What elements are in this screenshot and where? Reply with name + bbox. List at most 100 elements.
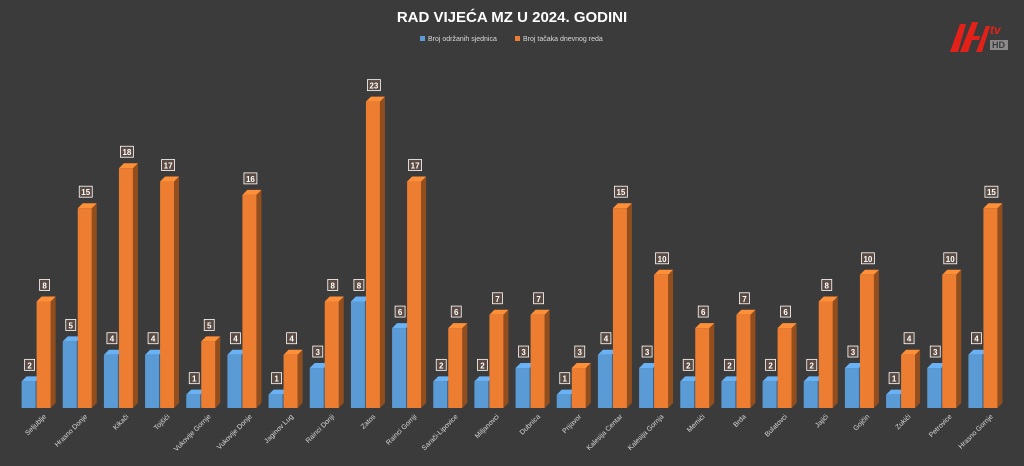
bar bbox=[654, 269, 674, 408]
svg-text:7: 7 bbox=[495, 295, 500, 304]
data-label: 10 bbox=[943, 252, 958, 265]
legend-swatch bbox=[420, 36, 425, 41]
bar bbox=[201, 336, 221, 408]
data-label: 10 bbox=[861, 252, 875, 265]
x-tick-label: Gojčin bbox=[852, 413, 871, 432]
svg-text:10: 10 bbox=[658, 255, 667, 264]
svg-text:3: 3 bbox=[645, 348, 650, 357]
x-tick-label: Dubnica bbox=[519, 413, 542, 436]
svg-text:15: 15 bbox=[987, 188, 996, 197]
svg-text:2: 2 bbox=[686, 361, 691, 370]
data-label: 4 bbox=[600, 332, 612, 345]
x-tick-label: Jajići bbox=[814, 413, 830, 429]
data-label: 3 bbox=[641, 345, 653, 358]
logo-hd-text: HD bbox=[992, 40, 1005, 50]
bar bbox=[489, 309, 509, 408]
svg-text:5: 5 bbox=[207, 321, 212, 330]
svg-text:16: 16 bbox=[246, 175, 255, 184]
bar bbox=[407, 176, 427, 408]
svg-text:4: 4 bbox=[151, 335, 156, 344]
bar bbox=[859, 269, 879, 408]
bar bbox=[242, 189, 262, 408]
svg-text:8: 8 bbox=[825, 281, 830, 290]
x-tick-label: Brda bbox=[732, 413, 747, 428]
data-label: 7 bbox=[739, 292, 750, 305]
svg-text:2: 2 bbox=[768, 361, 773, 370]
data-label: 3 bbox=[574, 345, 586, 358]
x-tick-label: Rainci Donji bbox=[305, 413, 337, 445]
bar bbox=[901, 349, 921, 408]
svg-text:4: 4 bbox=[907, 335, 912, 344]
x-tick-label: Hrasno Donje bbox=[54, 413, 89, 448]
svg-text:17: 17 bbox=[164, 162, 173, 171]
data-label: 2 bbox=[806, 358, 818, 371]
data-label: 6 bbox=[450, 305, 462, 318]
data-label: 2 bbox=[477, 358, 488, 371]
bar bbox=[160, 176, 180, 408]
svg-text:2: 2 bbox=[439, 361, 444, 370]
svg-text:3: 3 bbox=[851, 348, 856, 357]
svg-text:17: 17 bbox=[411, 162, 420, 171]
data-label: 6 bbox=[780, 305, 791, 318]
bar bbox=[530, 309, 550, 408]
data-label: 17 bbox=[161, 159, 175, 171]
data-label: 8 bbox=[821, 279, 833, 291]
svg-text:1: 1 bbox=[563, 375, 568, 384]
data-label: 8 bbox=[353, 279, 365, 291]
svg-text:3: 3 bbox=[933, 348, 938, 357]
x-tick-label: Vukovije Gornje bbox=[173, 413, 213, 453]
x-tick-label: Tojšići bbox=[153, 413, 172, 432]
bar bbox=[612, 203, 632, 408]
svg-text:6: 6 bbox=[454, 308, 459, 317]
data-label: 5 bbox=[65, 318, 77, 331]
data-label: 4 bbox=[230, 332, 241, 345]
data-label: 4 bbox=[147, 332, 159, 345]
svg-text:6: 6 bbox=[701, 308, 706, 317]
data-label: 23 bbox=[367, 79, 381, 92]
svg-text:8: 8 bbox=[42, 281, 47, 290]
svg-text:18: 18 bbox=[122, 148, 131, 157]
data-label: 4 bbox=[971, 332, 982, 345]
bar bbox=[818, 296, 838, 408]
svg-text:3: 3 bbox=[316, 348, 321, 357]
bar bbox=[777, 323, 797, 408]
bar bbox=[448, 323, 468, 408]
svg-text:23: 23 bbox=[369, 82, 378, 91]
x-tick-label: Jaginov Lug bbox=[263, 413, 295, 445]
x-tick-label: Hrasno Gornje bbox=[958, 413, 995, 450]
data-label: 1 bbox=[888, 372, 900, 385]
x-tick-label: Petrovice bbox=[928, 413, 954, 439]
bar bbox=[324, 296, 344, 408]
svg-text:8: 8 bbox=[357, 281, 362, 290]
svg-text:7: 7 bbox=[742, 295, 747, 304]
data-label: 2 bbox=[682, 358, 694, 371]
data-label: 1 bbox=[559, 372, 571, 385]
legend-label: Broj tačaka dnevnog reda bbox=[523, 36, 603, 43]
svg-text:3: 3 bbox=[578, 348, 583, 357]
svg-text:15: 15 bbox=[81, 188, 90, 197]
x-tick-label: Kalesija Centar bbox=[586, 413, 625, 452]
data-label: 1 bbox=[188, 372, 200, 385]
bar bbox=[983, 203, 1003, 408]
data-label: 17 bbox=[408, 159, 422, 171]
bar bbox=[118, 163, 138, 408]
x-axis-ticks: Seljublje Hrasno Donje Kikači Tojšići Vukovi… bbox=[24, 413, 995, 453]
svg-text:1: 1 bbox=[192, 375, 197, 384]
data-label: 6 bbox=[697, 305, 709, 318]
svg-text:4: 4 bbox=[289, 335, 294, 344]
svg-text:3: 3 bbox=[521, 348, 526, 357]
svg-text:4: 4 bbox=[110, 335, 115, 344]
bar bbox=[736, 309, 756, 408]
x-tick-label: Prijavor bbox=[561, 413, 583, 435]
data-label: 4 bbox=[106, 332, 118, 345]
data-label: 10 bbox=[655, 252, 669, 265]
bar bbox=[571, 363, 591, 408]
data-label: 2 bbox=[724, 358, 735, 371]
svg-text:15: 15 bbox=[616, 188, 625, 197]
bar bbox=[695, 323, 715, 408]
data-label: 4 bbox=[903, 332, 915, 345]
svg-text:4: 4 bbox=[974, 335, 979, 344]
data-label: 15 bbox=[614, 185, 628, 198]
logo-tv-text: tv bbox=[990, 23, 1002, 37]
